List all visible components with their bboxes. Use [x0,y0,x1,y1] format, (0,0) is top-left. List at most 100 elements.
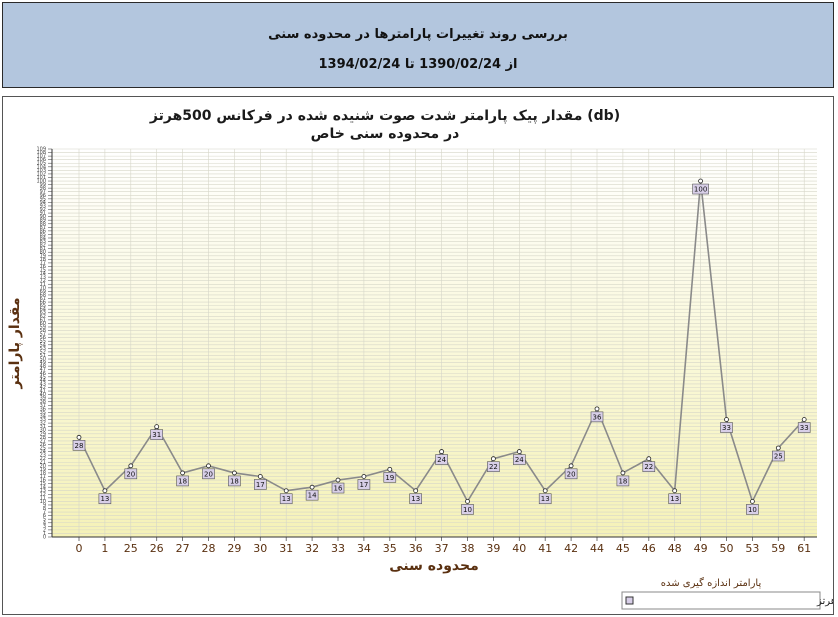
data-point[interactable] [257,474,263,479]
data-point[interactable] [594,406,600,412]
x-tick-label: 40 [512,542,526,555]
data-point[interactable] [542,488,548,494]
y-tick-label: 77 [40,260,46,266]
y-tick-label: 65 [40,303,46,309]
data-label: 20 [204,470,213,478]
y-tick-label: 11 [40,495,46,501]
range-to-date: 1394/02/24 [318,57,401,72]
legend-swatch [625,596,634,605]
data-point[interactable] [620,470,626,476]
y-tick-label: 107 [36,154,46,160]
data-label: 20 [126,470,135,478]
data-point[interactable] [775,445,781,451]
data-point[interactable] [102,488,108,494]
legend-series-label: (db) شدت صوت شنیده شده در فرکانس 500هرتز [816,596,833,607]
y-tick-label: 53 [40,346,46,352]
data-label: 13 [541,495,550,503]
report-header: بررسی روند تغییرات پارامترها در محدوده س… [2,2,834,88]
data-point[interactable] [387,466,393,472]
data-label-box [538,493,552,505]
y-tick-label: 27 [40,438,46,444]
data-label: 18 [618,477,627,485]
data-point[interactable] [724,417,729,422]
data-point[interactable] [439,449,445,454]
chart-title-line1: (db) مقدار پیک پارامتر شدت صوت شنیده شده… [149,108,620,124]
data-label: 17 [256,481,265,489]
y-tick-label: 38 [40,399,46,405]
y-tick-label: 68 [40,292,46,298]
data-label: 13 [282,495,291,503]
data-point[interactable] [206,463,211,469]
data-label: 100 [694,186,707,194]
x-tick-label: 33 [331,542,345,555]
chart-frame: 0 1 2 3 4 5 6 7 8 9 10 11 12 13 14 15 16 17 18 19 20 21 22 23 24… [2,96,834,615]
y-tick-label: 46 [40,371,46,377]
x-tick-label: 37 [435,542,449,555]
y-tick-label: 14 [40,485,46,491]
data-point[interactable] [490,456,496,462]
y-tick-label: 70 [40,285,46,291]
y-tick-label: 26 [40,442,46,448]
x-tick-label: 32 [305,542,319,555]
x-tick-label: 39 [486,542,500,555]
data-label-box [487,461,500,472]
data-point[interactable] [750,499,755,504]
y-tick-label: 86 [40,228,46,234]
y-tick-label: 60 [40,321,46,327]
data-label-box [590,411,604,423]
data-point[interactable] [154,424,160,430]
data-point[interactable] [801,417,807,422]
y-tick-label: 52 [40,349,46,355]
y-tick-label: 17 [40,474,46,480]
data-label: 33 [722,424,731,432]
range-from-date: 1390/02/24 [419,57,502,72]
data-label: 22 [644,463,653,471]
y-tick-label: 96 [40,193,46,199]
chart-title-line2: در محدوده سنی خاص [311,126,460,142]
y-tick-label: 72 [40,278,46,284]
x-tick-label: 36 [409,542,423,555]
x-tick-label: 44 [590,542,604,555]
y-tick-label: 91 [40,211,46,217]
data-label-box [564,468,578,480]
data-point[interactable] [672,488,678,494]
y-tick-label: 83 [40,239,46,245]
data-point[interactable] [698,178,703,184]
y-tick-label: 56 [40,335,46,341]
data-point[interactable] [646,456,652,462]
x-tick-label: 34 [357,542,371,555]
y-tick-label: 66 [40,300,46,306]
y-tick-label: 90 [40,214,46,220]
x-tick-label: 41 [538,542,552,555]
y-tick-label: 10 [40,499,46,505]
data-label: 13 [411,495,420,503]
data-point[interactable] [76,434,82,440]
y-tick-label: 82 [40,243,46,249]
data-label: 18 [230,477,239,485]
y-tick-label: 32 [40,421,46,427]
y-tick-label: 104 [36,164,46,170]
y-tick-label: 34 [40,413,46,419]
data-label: 31 [152,431,161,439]
data-label-box [642,461,656,472]
data-point[interactable] [231,470,237,476]
y-tick-label: 95 [40,196,46,202]
data-point[interactable] [335,477,341,483]
data-label-box [305,489,319,501]
data-point[interactable] [128,463,134,469]
data-point[interactable] [568,463,574,469]
data-point[interactable] [283,488,289,494]
y-tick-label: 109 [36,147,46,153]
data-point[interactable] [465,499,470,504]
data-point[interactable] [180,470,186,476]
data-point[interactable] [361,474,367,479]
data-label-box [435,454,448,465]
data-point[interactable] [516,449,522,454]
y-tick-label: 94 [40,200,46,206]
data-label-box [797,422,811,433]
data-point[interactable] [413,488,419,494]
x-tick-label: 35 [383,542,397,555]
y-tick-label: 93 [40,203,46,209]
data-point[interactable] [309,484,315,490]
y-tick-label: 2 [43,527,46,533]
